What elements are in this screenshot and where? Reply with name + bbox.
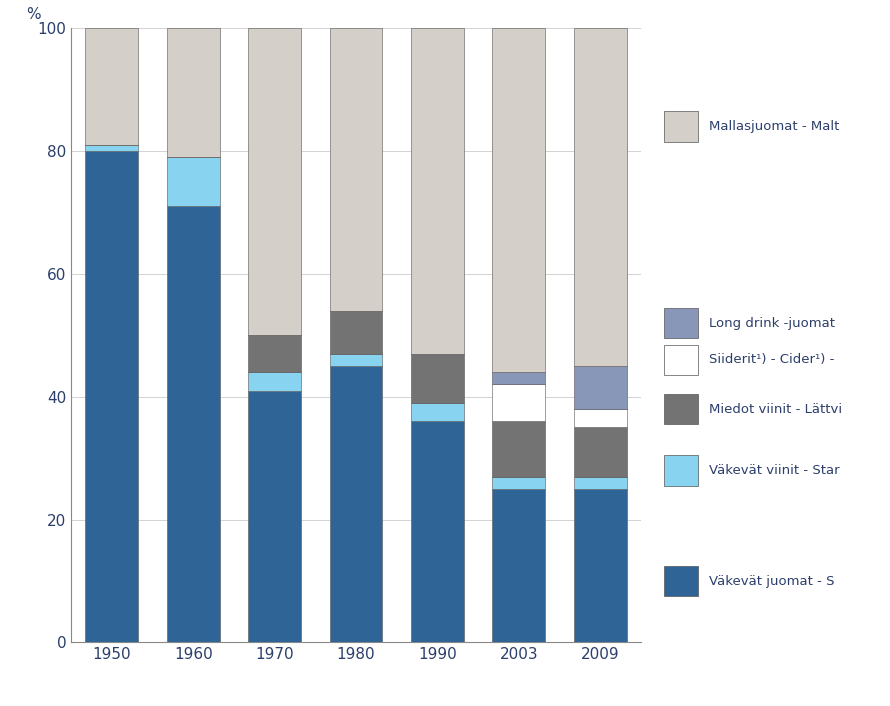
Text: Miedot viinit - Lättvi: Miedot viinit - Lättvi — [709, 402, 842, 416]
Bar — [166, 28, 220, 157]
Text: Mallasjuomat - Malt: Mallasjuomat - Malt — [709, 120, 839, 133]
Bar — [85, 28, 138, 145]
Bar — [411, 403, 464, 421]
Bar — [248, 28, 301, 335]
Bar — [329, 354, 383, 366]
Text: %: % — [26, 7, 40, 22]
FancyBboxPatch shape — [664, 308, 698, 338]
Bar — [411, 354, 464, 403]
Bar — [329, 311, 383, 354]
Bar — [329, 28, 383, 311]
Text: Long drink -juomat: Long drink -juomat — [709, 316, 835, 330]
Text: Väkevät viinit - Star: Väkevät viinit - Star — [709, 464, 840, 477]
Bar — [166, 157, 220, 206]
Bar — [574, 477, 627, 489]
Bar — [574, 427, 627, 477]
Bar — [492, 28, 546, 372]
Bar — [574, 489, 627, 642]
Bar — [166, 206, 220, 642]
Bar — [492, 477, 546, 489]
Text: Väkevät juomat - S: Väkevät juomat - S — [709, 575, 835, 587]
Text: Siiderit¹) - Cider¹) -: Siiderit¹) - Cider¹) - — [709, 354, 835, 366]
Bar — [411, 28, 464, 354]
Bar — [574, 409, 627, 427]
Bar — [492, 421, 546, 477]
Bar — [248, 372, 301, 390]
FancyBboxPatch shape — [664, 394, 698, 424]
Bar — [248, 335, 301, 372]
Bar — [85, 145, 138, 151]
Bar — [329, 366, 383, 642]
Bar — [248, 390, 301, 642]
Bar — [492, 489, 546, 642]
FancyBboxPatch shape — [664, 455, 698, 486]
FancyBboxPatch shape — [664, 566, 698, 597]
FancyBboxPatch shape — [664, 111, 698, 142]
Bar — [492, 385, 546, 421]
Bar — [85, 151, 138, 642]
FancyBboxPatch shape — [664, 345, 698, 376]
Bar — [574, 28, 627, 366]
Bar — [574, 366, 627, 409]
Bar — [492, 372, 546, 385]
Bar — [411, 421, 464, 642]
